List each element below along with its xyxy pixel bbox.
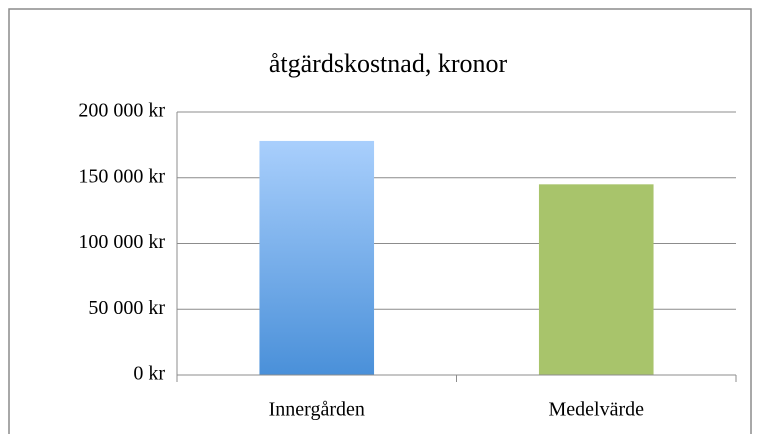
bar <box>538 184 654 375</box>
y-tick-label: 100 000 kr <box>78 231 165 253</box>
y-tick-label: 50 000 kr <box>88 297 165 319</box>
chart-title: åtgärdskostnad, kronor <box>269 49 508 78</box>
bar <box>259 140 375 375</box>
y-tick-label: 0 kr <box>133 363 165 385</box>
x-tick-label: Innergården <box>269 399 365 421</box>
y-tick-label: 200 000 kr <box>78 100 165 122</box>
x-tick-label: Medelvärde <box>548 399 644 421</box>
y-tick-label: 150 000 kr <box>78 165 165 187</box>
